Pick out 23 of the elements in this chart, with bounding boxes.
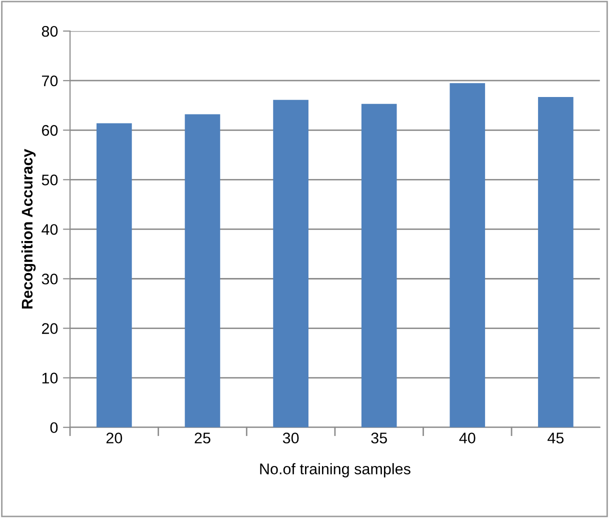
y-tick-label: 0 bbox=[50, 422, 58, 434]
y-tick-label: 10 bbox=[42, 372, 58, 384]
x-axis-title: No.of training samples bbox=[260, 463, 410, 478]
bar bbox=[96, 123, 132, 428]
y-tick-label: 20 bbox=[42, 323, 58, 334]
x-tick-label: 35 bbox=[371, 432, 387, 444]
y-tick-label: 80 bbox=[42, 26, 58, 37]
x-tick-label: 40 bbox=[459, 432, 476, 444]
x-tick-label: 25 bbox=[194, 432, 210, 444]
x-tick-label: 45 bbox=[548, 432, 564, 444]
y-axis-title: Recognition Accuracy bbox=[21, 148, 36, 309]
bar bbox=[450, 83, 486, 428]
y-tick-label: 50 bbox=[42, 174, 58, 186]
bar bbox=[538, 96, 574, 428]
y-tick-label: 40 bbox=[42, 224, 58, 235]
y-tick-label: 30 bbox=[42, 274, 58, 284]
bar bbox=[273, 100, 308, 428]
x-tick-label: 30 bbox=[282, 432, 299, 444]
y-tick-label: 60 bbox=[42, 125, 58, 136]
y-tick-label: 70 bbox=[42, 75, 58, 86]
bar bbox=[184, 114, 220, 428]
x-tick-label: 20 bbox=[106, 432, 122, 444]
bar bbox=[361, 104, 397, 428]
